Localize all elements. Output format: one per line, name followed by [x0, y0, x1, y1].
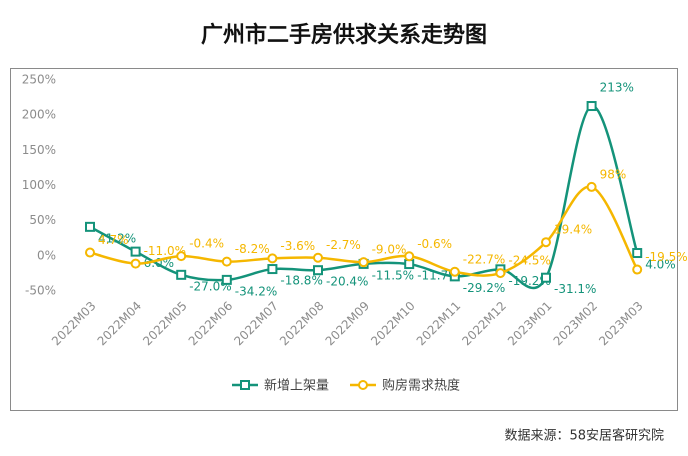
y-tick-label: 0%	[37, 248, 56, 262]
data-label: 6.0%	[144, 256, 175, 270]
marker	[586, 101, 597, 112]
marker	[632, 248, 643, 259]
data-label: -11.5%	[372, 268, 414, 282]
data-label: -18.8%	[280, 274, 322, 288]
data-label: 4.0%	[645, 258, 676, 272]
data-label: -3.6%	[280, 239, 315, 253]
marker	[176, 269, 187, 280]
marker	[313, 265, 323, 276]
x-tick-label: 2022M03	[49, 299, 99, 349]
x-tick-label: 2023M03	[596, 299, 646, 349]
data-label: 98%	[600, 167, 627, 181]
data-label: -34.2%	[235, 284, 277, 298]
series-line	[89, 104, 639, 290]
marker	[632, 264, 643, 275]
data-label: 41.2%	[98, 231, 136, 245]
y-tick-label: -50%	[25, 284, 56, 298]
frame	[10, 68, 678, 411]
marker	[85, 247, 95, 258]
data-label: -19.2%	[508, 274, 550, 288]
data-label: 19.4%	[554, 223, 592, 237]
marker	[586, 181, 597, 192]
y-tick-label: 200%	[22, 108, 56, 122]
data-label: -20.4%	[326, 275, 368, 289]
data-label: -11.0%	[144, 244, 186, 258]
marker	[221, 256, 232, 267]
data-label: 4.7%	[98, 233, 129, 247]
data-label: -11.7%	[417, 269, 459, 283]
data-label: 213%	[600, 81, 634, 95]
marker	[130, 246, 141, 257]
data-label: -0.4%	[189, 237, 224, 251]
x-tick-label: 2023M02	[551, 299, 601, 349]
marker	[130, 258, 141, 269]
x-tick-label: 2022M11	[414, 299, 464, 349]
data-label: -27.0%	[189, 279, 231, 293]
marker	[267, 253, 278, 264]
marker	[85, 221, 95, 232]
data-label: -29.2%	[463, 281, 505, 295]
data-label: -22.7%	[463, 252, 505, 266]
marker	[541, 237, 551, 248]
data-label: -8.2%	[235, 242, 270, 256]
marker	[404, 251, 415, 262]
y-tick-label: 150%	[22, 143, 56, 157]
x-tick-label: 2022M04	[95, 299, 145, 349]
y-tick-label: 250%	[22, 73, 56, 87]
marker	[541, 272, 551, 283]
marker	[404, 259, 415, 270]
marker	[221, 274, 232, 285]
marker	[267, 264, 278, 275]
data-label: -9.0%	[372, 243, 407, 257]
x-tick-label: 2022M07	[231, 299, 281, 349]
data-label: -19.5%	[645, 250, 687, 264]
chart-title: 广州市二手房供求关系走势图	[201, 22, 487, 48]
legend-label: 购房需求热度	[382, 378, 460, 394]
marker	[176, 251, 187, 262]
x-tick-label: 2022M09	[323, 299, 373, 349]
x-tick-label: 2022M08	[277, 299, 327, 349]
x-tick-label: 2022M12	[459, 299, 509, 349]
x-tick-label: 2022M05	[140, 299, 190, 349]
data-label: -24.5%	[508, 254, 550, 268]
marker	[358, 257, 369, 268]
x-tick-label: 2023M01	[505, 299, 555, 349]
data-label: -2.7%	[326, 238, 361, 252]
source: 数据来源：58安居客研究院	[504, 428, 664, 444]
y-tick-label: 100%	[22, 178, 56, 192]
x-tick-label: 2022M10	[368, 299, 418, 349]
x-tick-label: 2022M06	[186, 299, 236, 349]
marker	[449, 266, 460, 277]
data-label: -31.1%	[554, 282, 596, 296]
data-label: -0.6%	[417, 237, 452, 251]
marker	[495, 268, 506, 279]
legend-label: 新增上架量	[264, 378, 329, 394]
y-tick-label: 50%	[29, 213, 56, 227]
legend-marker	[358, 380, 368, 390]
legend-marker	[240, 380, 250, 390]
marker	[313, 252, 323, 263]
